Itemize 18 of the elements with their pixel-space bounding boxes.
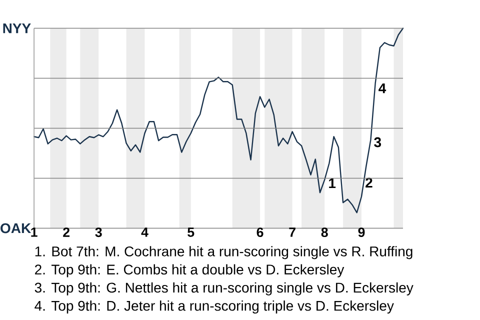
annotation: 3	[374, 137, 382, 148]
text: NYY	[3, 23, 31, 34]
x-tick-label: 9	[358, 228, 365, 238]
x-tick-label: 6	[256, 228, 264, 238]
x-tick-label: 8	[321, 228, 328, 238]
x-tick-label: 2	[63, 228, 70, 237]
x-tick-label: 5	[188, 228, 194, 237]
x-tick-label: 3	[95, 228, 102, 238]
text: 4. Top 9th: D. Jeter hit a run-scoring triple vs D. Eckersley	[34, 300, 394, 314]
text: OAK	[0, 223, 31, 234]
x-tick-label: 4	[141, 228, 148, 237]
annotation: 1	[329, 178, 336, 188]
x-tick-label: 7	[289, 228, 296, 237]
annotation: 4	[378, 83, 386, 94]
text: 2. Top 9th: E. Combs hit a double vs D. Eckersley	[35, 264, 344, 278]
text: 3. Top 9th: G. Nettles hit a run-scoring single vs D. Eckersley	[34, 282, 414, 296]
text: 1. Bot 7th: M. Cochrane hit a run-scoring single vs R. Ruffing	[35, 246, 412, 260]
x-tick-label: 1	[31, 228, 38, 237]
